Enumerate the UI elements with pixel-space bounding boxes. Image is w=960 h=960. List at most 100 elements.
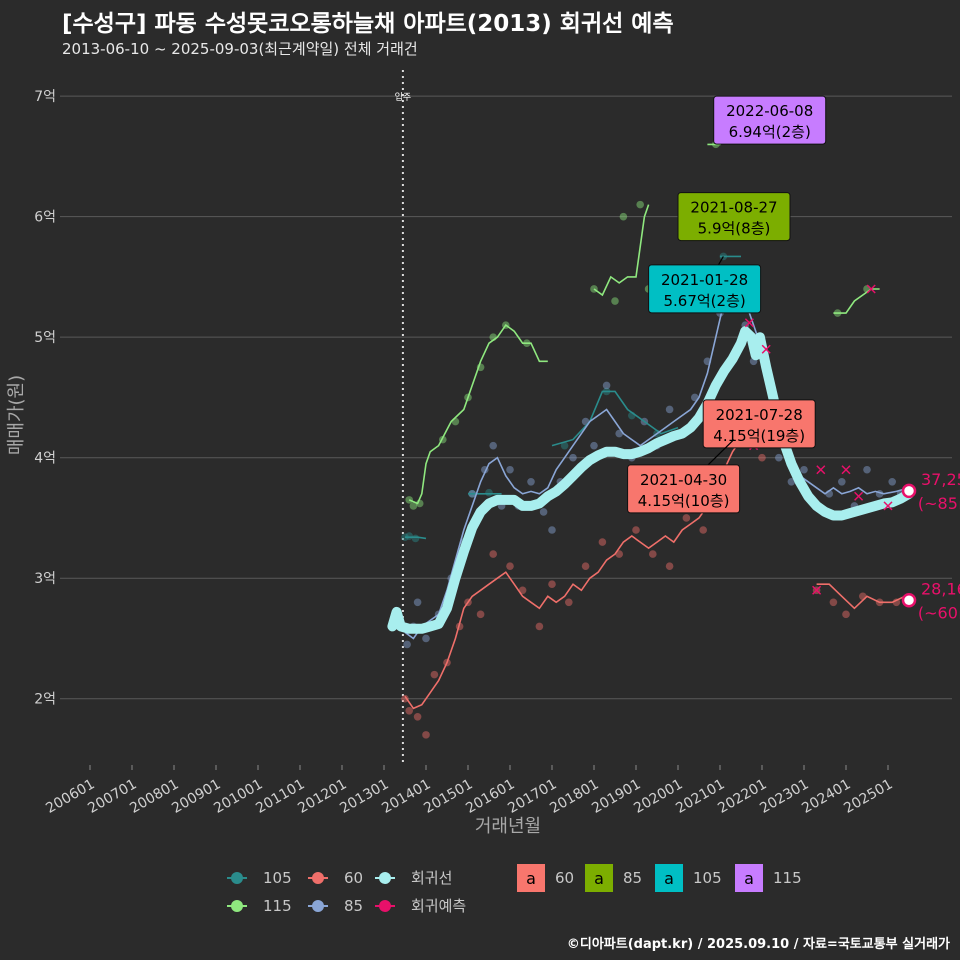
legend-label: 105 [263, 869, 292, 887]
data-point [489, 550, 498, 558]
chart-title: [수성구] 파동 수성못코오롱하늘채 아파트(2013) 회귀선 예측 [62, 11, 674, 37]
data-point [422, 731, 430, 739]
prediction-labels: 37,250 (~85㎡) 28,167 (~60㎡) [901, 470, 960, 622]
callout-annotations: 2022-06-08 6.94억(2층) 2021-08-27 5.9억(8층) 202… [627, 95, 827, 514]
callout-price: 4.15억(10층) [638, 492, 730, 510]
data-point [569, 453, 577, 462]
scatter-points [401, 99, 905, 739]
prediction-x-marker [866, 284, 876, 294]
series-line-115 [593, 204, 650, 297]
data-point [405, 706, 414, 715]
x-tick-labels: 2006012007012008012009012010012011012012… [43, 765, 896, 817]
data-point [665, 405, 674, 414]
y-tick-label: 6억 [34, 210, 56, 226]
legend-box-label: 60 [555, 869, 574, 887]
data-point [829, 598, 838, 607]
data-point [611, 297, 619, 305]
legend-label: 115 [263, 897, 292, 915]
credit-text: ©디아파트(dapt.kr) / 2025.09.10 / 자료=국토교통부 실… [566, 937, 950, 952]
prediction-x-marker [816, 465, 826, 475]
prediction-point [901, 593, 917, 608]
legend-box-label: 85 [623, 869, 642, 887]
data-point [405, 496, 414, 504]
prediction-x-marker [883, 501, 893, 511]
data-point [590, 441, 598, 450]
legend-box-letter: a [744, 869, 754, 888]
legend-key-dot [312, 900, 324, 912]
data-point [451, 417, 460, 426]
data-point [409, 502, 418, 510]
data-point [430, 670, 439, 679]
legend-box-label: 115 [773, 869, 802, 887]
legend-box-letter: a [526, 869, 536, 888]
series-line-105 [405, 536, 427, 540]
data-point [838, 477, 846, 486]
data-point [535, 622, 544, 631]
data-point [401, 694, 409, 703]
regression-curve [387, 326, 914, 634]
move-in-marker: 입주 [395, 70, 412, 765]
data-point [888, 477, 896, 486]
x-tick-label: 202501 [841, 776, 895, 817]
legend-label: 60 [344, 869, 363, 887]
legend-key-dot [312, 872, 324, 884]
callout-box [702, 399, 816, 449]
y-tick-label: 7억 [34, 89, 56, 105]
legend-key-dot [379, 900, 391, 912]
legend-box [655, 864, 683, 892]
series-line-60 [816, 583, 906, 610]
legend-label: 85 [344, 897, 363, 915]
data-point [560, 441, 569, 450]
y-tick-label: 2억 [34, 692, 56, 708]
data-point [598, 538, 607, 546]
prediction-x-marker [841, 465, 851, 475]
data-point [699, 526, 707, 534]
legend-label: 회귀예측 [411, 897, 466, 915]
prediction-x-marker [854, 491, 864, 501]
data-point [800, 465, 808, 474]
data-point [485, 488, 493, 497]
callout-date: 2021-01-28 [661, 271, 748, 289]
data-point [632, 526, 640, 534]
move-in-label: 입주 [395, 91, 412, 103]
legend-key-dot [379, 872, 391, 884]
data-point [615, 429, 623, 438]
prediction-value: 28,167 [921, 579, 960, 598]
prediction-value: 37,250 [921, 470, 960, 489]
prediction-x-marker [744, 318, 754, 328]
grid-lines [60, 95, 952, 700]
data-point [842, 610, 850, 619]
data-point [539, 508, 548, 516]
legend-box [735, 864, 763, 892]
data-point [581, 562, 590, 570]
prediction-x-marker [812, 585, 822, 595]
data-point [527, 477, 535, 486]
callout-price: 5.9억(8층) [698, 220, 771, 238]
prediction-size: (~85㎡) [918, 494, 960, 513]
data-point [413, 712, 422, 721]
callout-box [648, 264, 762, 314]
legend: 105 60 회귀선 115 85 회귀예측 a 60 a 85 a 105 a 115 [227, 864, 802, 915]
data-point [863, 465, 871, 474]
prediction-size: (~60㎡) [918, 603, 960, 622]
legend-box-letter: a [594, 869, 604, 888]
prediction-x-marker [761, 344, 771, 354]
legend-box-letter: a [664, 869, 674, 888]
callout-date: 2021-04-30 [640, 471, 727, 489]
series-line-115 [833, 288, 880, 314]
data-point [636, 200, 644, 209]
y-tick-label: 3억 [34, 571, 56, 587]
legend-box [517, 864, 545, 892]
series-line-60 [404, 438, 758, 710]
data-point [602, 381, 611, 390]
regression-line [387, 326, 914, 634]
series-line-115 [408, 323, 548, 505]
data-point [565, 598, 573, 607]
data-point [665, 562, 674, 570]
callout-date: 2021-07-28 [716, 406, 803, 424]
callout-price: 5.67억(2층) [663, 292, 745, 310]
chart-subtitle: 2013-06-10 ~ 2025-09-03(최근계약일) 전체 거래건 [62, 40, 418, 58]
data-point [489, 441, 498, 450]
data-point [506, 562, 514, 570]
